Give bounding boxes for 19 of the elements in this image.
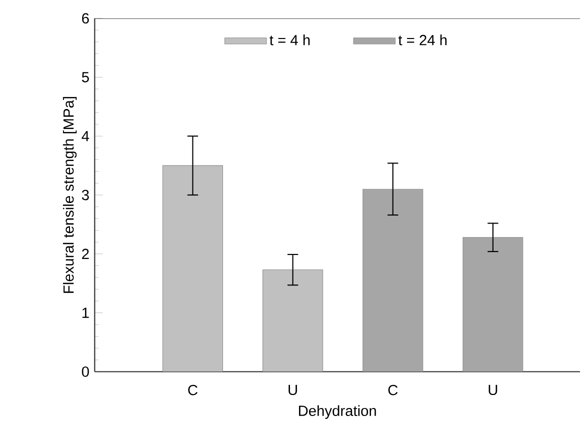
y-tick-label: 6 xyxy=(82,13,89,24)
y-tick-label: 5 xyxy=(82,72,89,82)
y-tick-label: 1 xyxy=(82,308,89,318)
legend-label: t = 24 h xyxy=(398,34,447,46)
x-tick-label: U xyxy=(288,384,297,396)
y-tick-label: 2 xyxy=(82,248,89,260)
bar xyxy=(162,165,224,372)
x-tick-label: C xyxy=(388,384,398,396)
bar xyxy=(262,270,324,372)
y-tick-label: 4 xyxy=(82,131,90,142)
bar xyxy=(462,237,524,372)
y-tick-label: 0 xyxy=(82,366,89,377)
x-tick-label: C xyxy=(188,384,198,396)
x-tick-label: U xyxy=(488,384,498,396)
bar xyxy=(362,188,424,372)
legend-label: t = 4 h xyxy=(270,34,310,46)
y-axis-title: Flexural tensile strength [MPa] xyxy=(62,97,77,293)
x-axis-title: Dehydration xyxy=(299,405,376,419)
y-tick-label: 3 xyxy=(82,190,89,200)
